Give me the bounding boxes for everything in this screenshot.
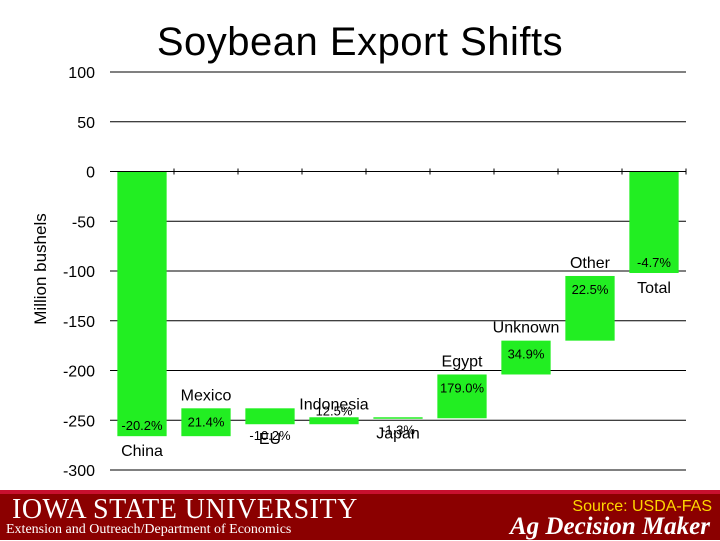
y-tick-label: -250 xyxy=(63,413,95,430)
bar-egypt xyxy=(437,374,487,419)
bar-eu xyxy=(245,408,295,425)
department-text: Extension and Outreach/Department of Eco… xyxy=(6,522,292,537)
data-label: -1.3% xyxy=(381,422,415,437)
bar-unknown xyxy=(501,340,551,375)
category-label: Total xyxy=(637,280,671,297)
category-label: Indonesia xyxy=(299,396,368,413)
waterfall-chart: 100 50 0 -50 -100 -150 -200 -250 -300 Million bus… xyxy=(31,65,687,480)
chart-title: Soybean Export Shifts xyxy=(156,20,564,64)
category-label: Mexico xyxy=(181,387,232,404)
brand-logo-text: Ag Decision Maker xyxy=(510,513,710,540)
data-label: 12.5% xyxy=(316,403,353,418)
category-label: Japan xyxy=(376,425,420,442)
category-label: Unknown xyxy=(493,320,560,337)
footer-accent-band xyxy=(0,490,720,494)
y-tick-label: -300 xyxy=(63,463,95,480)
university-logo-text: IOWA STATE UNIVERSITY xyxy=(12,494,358,525)
y-tick-label: -200 xyxy=(63,364,95,381)
category-label: Egypt xyxy=(442,353,483,370)
data-label: -10.2% xyxy=(249,428,291,443)
data-label: 22.5% xyxy=(572,282,609,297)
bar-mexico xyxy=(181,408,231,437)
data-label: -20.2% xyxy=(121,418,163,433)
y-tick-label: 100 xyxy=(68,65,95,82)
data-label: 21.4% xyxy=(188,414,225,429)
bar-other xyxy=(565,275,615,341)
data-label: -4.7% xyxy=(637,255,671,270)
y-tick-label: -50 xyxy=(72,214,95,231)
category-label: Other xyxy=(570,255,611,272)
bar-indonesia xyxy=(309,417,359,425)
footer-bar: IOWA STATE UNIVERSITY Extension and Outr… xyxy=(0,490,720,540)
category-label: EU xyxy=(259,431,281,448)
bar-china xyxy=(117,171,167,437)
y-axis-label: Million bushels xyxy=(31,213,50,325)
category-label: China xyxy=(121,443,163,460)
y-tick-label: 50 xyxy=(77,115,95,132)
y-tick-label: 0 xyxy=(86,165,95,182)
y-tick-label: -150 xyxy=(63,314,95,331)
source-text: Source: USDA-FAS xyxy=(572,498,712,515)
data-label: 34.9% xyxy=(508,347,545,362)
bar-total xyxy=(629,171,679,273)
bar-japan xyxy=(373,417,423,419)
data-label: 179.0% xyxy=(440,380,485,395)
y-tick-label: -100 xyxy=(63,264,95,281)
